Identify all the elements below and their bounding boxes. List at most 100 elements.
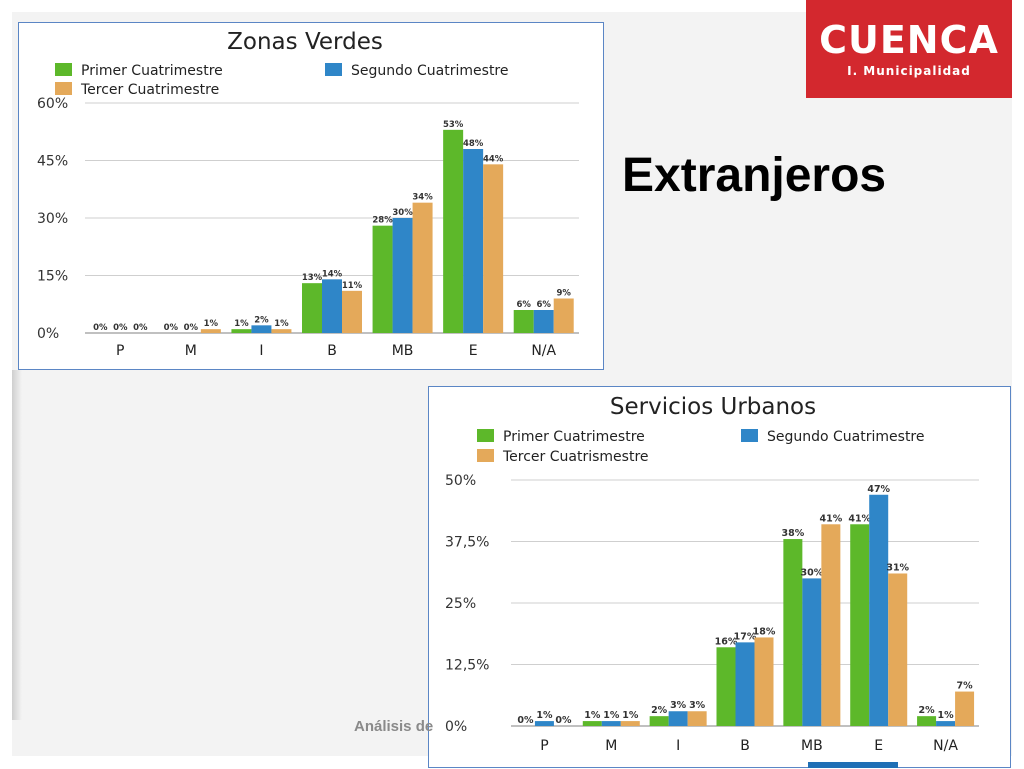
y-tick-label: 25% <box>445 596 476 612</box>
bar-2-b <box>735 642 755 726</box>
bar-2-i <box>668 711 688 726</box>
x-tick-label: M <box>605 738 617 754</box>
legend-swatch-1 <box>477 429 494 442</box>
bar-3-na <box>955 691 975 726</box>
legend-label-2: Segundo Cuatrimestre <box>351 63 509 79</box>
bar-3-e <box>483 164 504 333</box>
data-label: 1% <box>938 710 955 721</box>
data-label: 0% <box>164 323 179 333</box>
data-label: 1% <box>204 319 219 329</box>
y-tick-label: 0% <box>445 719 467 735</box>
page-title: Extranjeros <box>622 149 887 202</box>
bar-3-m <box>200 329 221 333</box>
data-label: 41% <box>848 513 871 524</box>
y-tick-label: 12,5% <box>445 658 489 674</box>
y-tick-label: 45% <box>37 154 68 170</box>
x-tick-label: P <box>116 343 124 359</box>
data-label: 30% <box>800 567 823 578</box>
y-tick-label: 0% <box>37 326 59 342</box>
bar-2-e <box>463 149 484 333</box>
bar-2-mb <box>392 218 413 333</box>
data-label: 14% <box>322 269 343 279</box>
legend-swatch-3 <box>55 82 72 95</box>
chart-servicios-urbanos: Servicios Urbanos Primer Cuatrimestre Segu… <box>428 386 1011 768</box>
data-label: 9% <box>556 289 571 299</box>
x-tick-label: I <box>259 343 263 359</box>
legend-label-1: Primer Cuatrimestre <box>503 429 645 445</box>
chart-title: Servicios Urbanos <box>610 394 816 420</box>
data-label: 0% <box>93 323 108 333</box>
data-label: 6% <box>516 300 531 310</box>
chart-zonas-verdes: Zonas Verdes Primer Cuatrimestre Segundo C… <box>18 22 604 370</box>
footer-text: Análisis de <box>354 718 434 735</box>
bar-3-i <box>271 329 292 333</box>
data-label: 2% <box>651 705 668 716</box>
bar-2-na <box>936 721 956 726</box>
legend-label-1: Primer Cuatrimestre <box>81 63 223 79</box>
x-tick-label: B <box>327 343 337 359</box>
data-label: 38% <box>781 528 804 539</box>
bar-1-m <box>582 721 602 726</box>
data-label: 1% <box>584 710 601 721</box>
x-tick-label: P <box>540 738 548 754</box>
data-label: 17% <box>734 631 757 642</box>
data-label: 2% <box>254 315 269 325</box>
bar-1-e <box>443 129 464 333</box>
chart-servicios-urbanos-svg: Servicios Urbanos Primer Cuatrimestre Segu… <box>445 394 979 754</box>
data-label: 47% <box>867 484 890 495</box>
bar-3-b <box>754 637 774 726</box>
cuenca-logo: CUENCA I. Municipalidad <box>806 0 1012 98</box>
data-label: 0% <box>113 323 128 333</box>
x-tick-label: E <box>469 343 478 359</box>
y-tick-label: 15% <box>37 269 68 285</box>
x-tick-label: M <box>185 343 197 359</box>
data-label: 0% <box>555 715 572 726</box>
x-tick-label: MB <box>801 738 823 754</box>
data-label: 48% <box>463 139 484 149</box>
bar-1-mb <box>372 225 393 333</box>
bottom-accent <box>808 762 898 768</box>
x-tick-label: I <box>676 738 680 754</box>
y-tick-label: 37,5% <box>445 535 489 551</box>
x-tick-label: N/A <box>531 343 556 359</box>
data-label: 11% <box>342 281 363 291</box>
x-tick-label: MB <box>392 343 414 359</box>
y-tick-label: 30% <box>37 211 68 227</box>
bar-1-na <box>917 716 937 726</box>
data-label: 3% <box>670 700 687 711</box>
y-tick-label: 60% <box>37 96 68 112</box>
bar-2-i <box>251 325 272 333</box>
legend-label-3: Tercer Cuatrismestre <box>502 449 649 465</box>
bar-3-i <box>687 711 707 726</box>
data-label: 34% <box>412 193 433 203</box>
bar-3-m <box>620 721 640 726</box>
bar-2-mb <box>802 578 822 726</box>
data-label: 0% <box>133 323 148 333</box>
bar-1-i <box>231 329 252 333</box>
x-tick-label: B <box>740 738 750 754</box>
y-tick-label: 50% <box>445 473 476 489</box>
bar-2-na <box>533 310 554 333</box>
bar-2-b <box>322 279 342 333</box>
data-label: 1% <box>274 319 289 329</box>
bar-3-na <box>553 298 574 333</box>
data-label: 18% <box>753 626 776 637</box>
legend-label-2: Segundo Cuatrimestre <box>767 429 925 445</box>
data-label: 2% <box>919 705 936 716</box>
decorative-strip <box>12 370 22 720</box>
bar-1-e <box>850 524 870 726</box>
data-label: 13% <box>302 273 323 283</box>
data-label: 28% <box>372 216 393 226</box>
legend-swatch-2 <box>325 63 342 76</box>
bar-2-m <box>601 721 621 726</box>
data-label: 30% <box>392 208 413 218</box>
data-label: 0% <box>517 715 534 726</box>
data-label: 1% <box>622 710 639 721</box>
legend-swatch-1 <box>55 63 72 76</box>
data-label: 44% <box>483 154 504 164</box>
data-label: 0% <box>184 323 199 333</box>
x-tick-label: N/A <box>933 738 958 754</box>
bar-1-na <box>513 310 534 333</box>
bar-1-i <box>649 716 669 726</box>
data-label: 3% <box>689 700 706 711</box>
